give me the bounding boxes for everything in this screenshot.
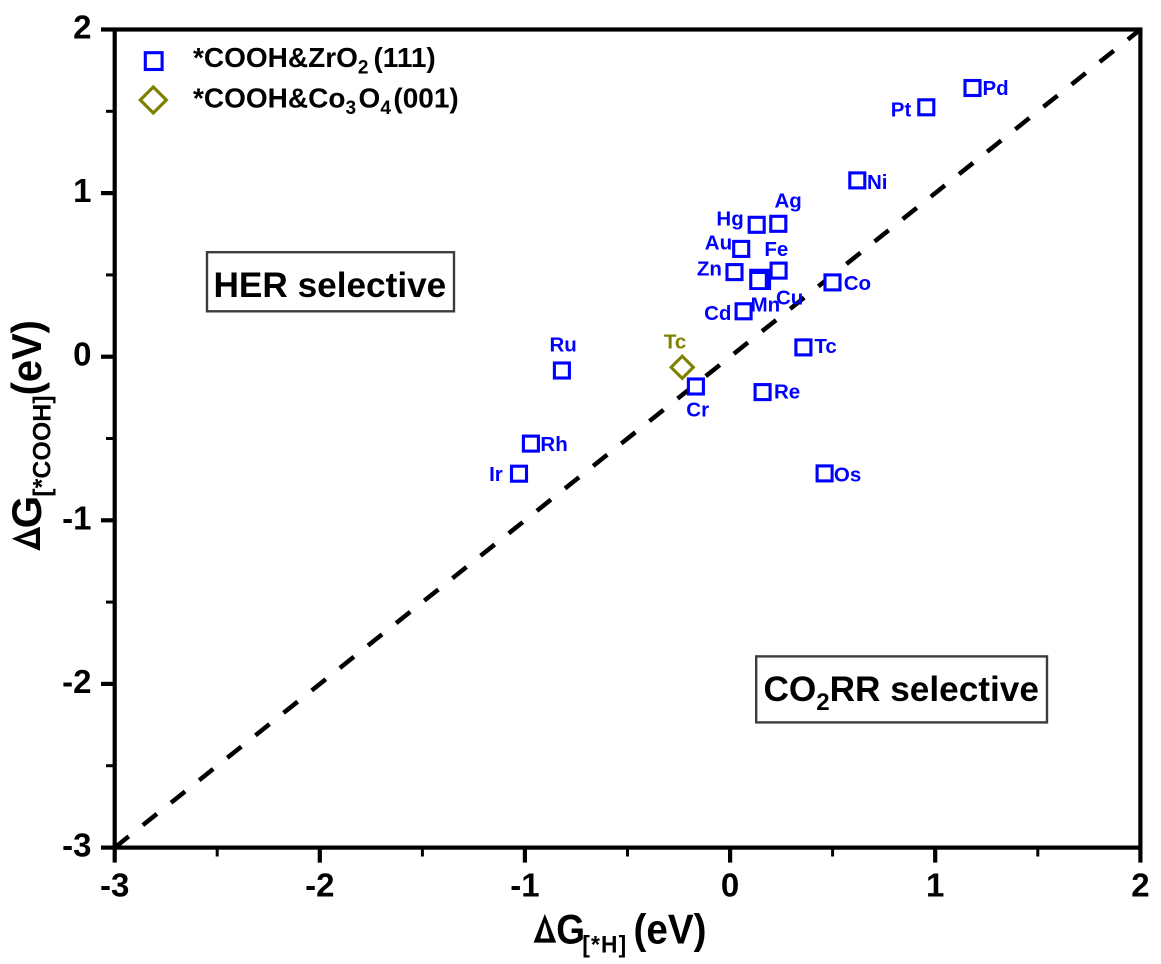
svg-text:Rh: Rh bbox=[540, 433, 567, 456]
svg-text:Zn: Zn bbox=[697, 258, 722, 281]
svg-text:HER selective: HER selective bbox=[214, 266, 447, 305]
svg-text:-2: -2 bbox=[62, 663, 91, 700]
svg-text:Au: Au bbox=[705, 232, 732, 255]
svg-text:-2: -2 bbox=[305, 867, 334, 904]
svg-text:(eV): (eV) bbox=[3, 320, 50, 395]
svg-text:Ag: Ag bbox=[775, 189, 802, 212]
svg-text:[*COOH]: [*COOH] bbox=[28, 395, 56, 496]
svg-text:Re: Re bbox=[774, 381, 800, 404]
svg-text:G: G bbox=[3, 496, 50, 529]
svg-text:2: 2 bbox=[73, 9, 91, 46]
svg-text:*COOH&ZrO2(111): *COOH&ZrO2 (111) bbox=[193, 42, 436, 79]
svg-text:Ru: Ru bbox=[550, 334, 577, 357]
svg-text:Tc: Tc bbox=[664, 331, 686, 354]
svg-text:Cr: Cr bbox=[686, 399, 709, 422]
svg-text:CO2RR selective: CO2RR selective bbox=[764, 670, 1039, 716]
svg-text:-3: -3 bbox=[100, 867, 129, 904]
svg-text:*COOH&Co3O4(001): *COOH&Co3O4(001) bbox=[193, 83, 459, 120]
svg-text:[*H]: [*H] bbox=[582, 931, 627, 958]
svg-text:Tc: Tc bbox=[814, 335, 836, 358]
svg-text:1: 1 bbox=[73, 172, 91, 209]
svg-text:Cd: Cd bbox=[704, 302, 731, 325]
svg-text:Ir: Ir bbox=[489, 463, 503, 486]
svg-text:Ni: Ni bbox=[867, 171, 888, 194]
svg-text:-1: -1 bbox=[62, 499, 91, 536]
svg-text:0: 0 bbox=[721, 867, 739, 904]
svg-text:Cu: Cu bbox=[776, 286, 803, 309]
svg-text:G: G bbox=[556, 906, 585, 953]
svg-text:Co: Co bbox=[844, 272, 871, 295]
svg-text:1: 1 bbox=[926, 867, 944, 904]
svg-text:0: 0 bbox=[73, 336, 91, 373]
svg-text:Mn: Mn bbox=[751, 293, 781, 316]
svg-text:-1: -1 bbox=[510, 867, 539, 904]
svg-text:Fe: Fe bbox=[764, 238, 788, 261]
svg-text:Pd: Pd bbox=[983, 77, 1009, 100]
svg-text:(eV): (eV) bbox=[634, 905, 707, 953]
svg-text:Hg: Hg bbox=[716, 208, 743, 231]
svg-text:Pt: Pt bbox=[891, 98, 912, 121]
svg-text:Os: Os bbox=[834, 463, 861, 486]
svg-text:-3: -3 bbox=[62, 827, 91, 864]
svg-text:2: 2 bbox=[1131, 867, 1149, 904]
